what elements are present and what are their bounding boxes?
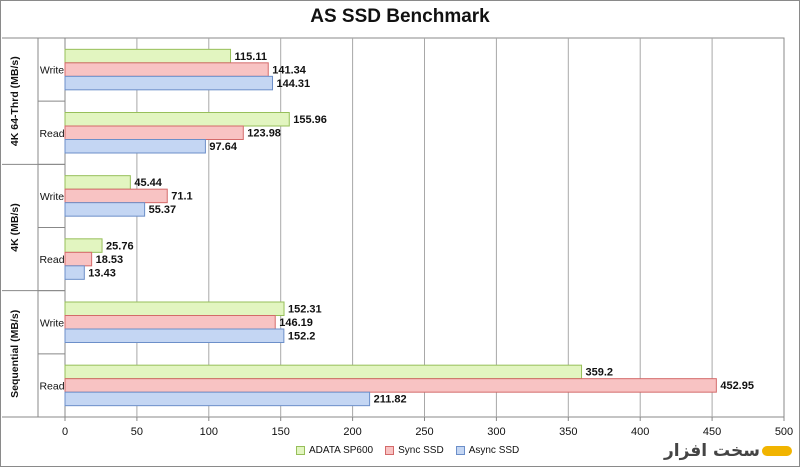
x-tick-label: 100 — [200, 426, 218, 438]
data-label: 13.43 — [88, 267, 116, 279]
data-label: 18.53 — [96, 254, 124, 266]
data-label: 155.96 — [293, 114, 327, 126]
legend-swatch — [296, 446, 305, 455]
data-label: 97.64 — [209, 141, 237, 153]
group-label: 4K (MB/s) — [9, 203, 21, 251]
bar — [64, 391, 371, 407]
x-tick-label: 350 — [559, 426, 577, 438]
bar — [64, 265, 85, 280]
watermark-logo-bar — [762, 446, 792, 456]
x-tick-label: 150 — [272, 426, 290, 438]
legend-label: Async SSD — [468, 445, 520, 456]
data-label: 45.44 — [134, 177, 162, 189]
bar — [64, 139, 206, 154]
bar — [64, 328, 285, 343]
legend-entry: Async SSD — [455, 445, 520, 456]
category-label: Write — [40, 65, 64, 77]
legend-label: ADATA SP600 — [309, 445, 374, 456]
x-tick-label: 0 — [62, 426, 68, 438]
bar — [64, 364, 583, 380]
category-label: Write — [40, 317, 64, 329]
bar — [64, 125, 244, 140]
data-label: 152.2 — [288, 331, 316, 343]
data-label: 55.37 — [149, 204, 177, 216]
bar — [64, 62, 269, 77]
bar — [64, 112, 290, 127]
bar — [64, 75, 274, 91]
bar — [64, 301, 285, 316]
bar — [64, 48, 232, 64]
legend-swatch — [455, 446, 465, 455]
category-label: Write — [40, 191, 64, 203]
chart-title: AS SSD Benchmark — [310, 6, 490, 27]
bar — [64, 202, 146, 217]
data-label: 71.1 — [171, 191, 192, 203]
data-label: 25.76 — [106, 240, 134, 252]
x-tick-label: 400 — [631, 426, 649, 438]
data-label: 211.82 — [374, 394, 407, 406]
data-label: 359.2 — [586, 367, 614, 379]
group-label: 4K 64-Thrd (MB/s) — [9, 56, 21, 146]
x-tick-label: 500 — [775, 426, 793, 438]
bar — [64, 251, 93, 267]
category-label: Read — [39, 128, 64, 140]
legend-label: Sync SSD — [398, 445, 444, 456]
bar — [64, 175, 131, 190]
legend-swatch — [385, 446, 395, 455]
x-tick-label: 250 — [415, 426, 433, 438]
category-label: Read — [39, 380, 64, 392]
x-tick-label: 450 — [703, 426, 721, 438]
watermark-text: سخت افزار — [663, 441, 760, 461]
bar — [64, 378, 717, 393]
data-label: 452.95 — [720, 380, 754, 392]
bar — [64, 238, 103, 253]
legend-entry: Sync SSD — [385, 445, 444, 456]
category-label: Read — [39, 254, 64, 266]
data-label: 141.34 — [272, 64, 307, 76]
data-label: 115.11 — [235, 51, 267, 63]
data-label: 152.31 — [288, 304, 322, 316]
x-tick-label: 300 — [487, 426, 505, 438]
bar — [64, 315, 276, 330]
data-label: 146.19 — [279, 317, 313, 329]
x-tick-label: 50 — [131, 426, 143, 438]
watermark: سخت افزار — [664, 441, 792, 461]
legend-entry: ADATA SP600 — [296, 445, 373, 456]
group-label: Sequential (MB/s) — [9, 310, 21, 398]
x-tick-label: 200 — [343, 426, 361, 438]
data-label: 144.31 — [277, 78, 311, 90]
bar — [64, 188, 168, 204]
data-label: 123.98 — [247, 128, 281, 140]
legend: ADATA SP600 Sync SSD Async SSD — [296, 445, 531, 456]
